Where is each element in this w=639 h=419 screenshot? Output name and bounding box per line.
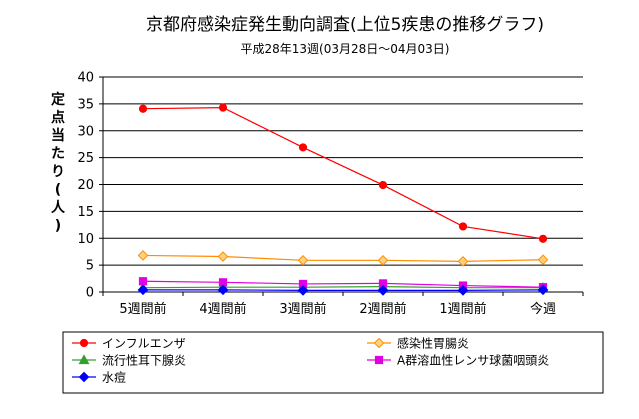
- data-point: [137, 284, 149, 296]
- data-point: [218, 103, 228, 112]
- series-line: [142, 286, 543, 289]
- data-point: [538, 234, 548, 243]
- x-tick-label: 4週間前: [199, 301, 246, 317]
- y-tick-label: 5: [86, 259, 94, 274]
- legend-item: インフルエンザ: [72, 337, 186, 351]
- y-axis-label-char: た: [51, 146, 65, 162]
- data-point: [537, 254, 549, 266]
- data-point: [217, 251, 229, 262]
- y-axis-label-char: 人: [51, 199, 66, 216]
- y-tick-label: 35: [77, 97, 94, 112]
- series-5: [137, 284, 549, 296]
- legend-item: A群溶血性レンサ球菌咽頭炎: [367, 353, 549, 368]
- x-tick-label: 今週: [530, 301, 556, 317]
- y-tick-label: 10: [77, 232, 94, 247]
- legend-box: [62, 331, 604, 394]
- x-tick-label: 5週間前: [119, 301, 166, 317]
- chart-subtitle: 平成28年13週(03月28日～04月03日): [241, 42, 450, 56]
- data-point: [138, 277, 148, 286]
- series-2: [137, 250, 549, 267]
- legend-marker: [78, 354, 90, 365]
- x-tick-label: 3週間前: [279, 301, 326, 317]
- y-tick-label: 25: [77, 151, 94, 166]
- y-axis-label-char: り: [51, 164, 65, 180]
- series-line: [142, 280, 544, 288]
- data-point: [138, 104, 148, 113]
- legend-marker: [374, 355, 384, 365]
- data-point: [297, 285, 309, 296]
- legend-marker: [78, 371, 90, 383]
- y-tick-label: 15: [77, 205, 94, 220]
- legend-label: 水痘: [102, 370, 126, 385]
- legend-item: 水痘: [72, 370, 126, 385]
- data-point: [457, 256, 469, 267]
- y-axis-label-char: ): [55, 218, 61, 234]
- data-point: [297, 254, 309, 266]
- y-tick-label: 40: [77, 71, 94, 86]
- data-point: [377, 285, 389, 296]
- legend-label: 流行性耳下腺炎: [102, 354, 186, 368]
- data-point: [137, 250, 149, 261]
- y-axis-label-char: (: [55, 182, 61, 198]
- data-point: [217, 284, 229, 296]
- series-4: [138, 277, 548, 292]
- legend-marker: [373, 337, 385, 349]
- data-point: [457, 285, 469, 296]
- series-1: [138, 103, 548, 243]
- y-axis-label-char: 定: [51, 91, 65, 108]
- y-tick-label: 0: [86, 286, 94, 301]
- y-axis-label-char: 点: [51, 109, 65, 126]
- legend-marker: [79, 338, 89, 348]
- legend-label: 感染性胃腸炎: [397, 336, 469, 351]
- y-tick-label: 30: [77, 124, 94, 139]
- series-group: [137, 103, 549, 296]
- data-point: [458, 222, 468, 231]
- series-line: [142, 107, 544, 240]
- axes: 0 5 10 15 20 25 30 35 40 5週間前 4週間前 3週間前 2週間前 1週間前 今週: [77, 71, 584, 317]
- series-line: [143, 289, 544, 291]
- data-point: [537, 284, 549, 296]
- x-tick-label: 2週間前: [359, 301, 406, 317]
- y-tick-label: 20: [77, 178, 94, 193]
- x-tick-label: 1週間前: [439, 301, 486, 317]
- data-point: [378, 180, 388, 190]
- legend-label: A群溶血性レンサ球菌咽頭炎: [397, 353, 549, 368]
- grid: [103, 76, 583, 266]
- series-line: [142, 254, 544, 262]
- legend-item: 感染性胃腸炎: [367, 336, 469, 351]
- chart-title: 京都府感染症発生動向調査(上位5疾患の推移グラフ): [146, 15, 544, 35]
- data-point: [298, 143, 308, 152]
- data-point: [377, 254, 389, 266]
- y-axis-label-char: 当: [51, 127, 65, 144]
- legend-label: インフルエンザ: [102, 337, 186, 351]
- legend-item: 流行性耳下腺炎: [72, 354, 186, 368]
